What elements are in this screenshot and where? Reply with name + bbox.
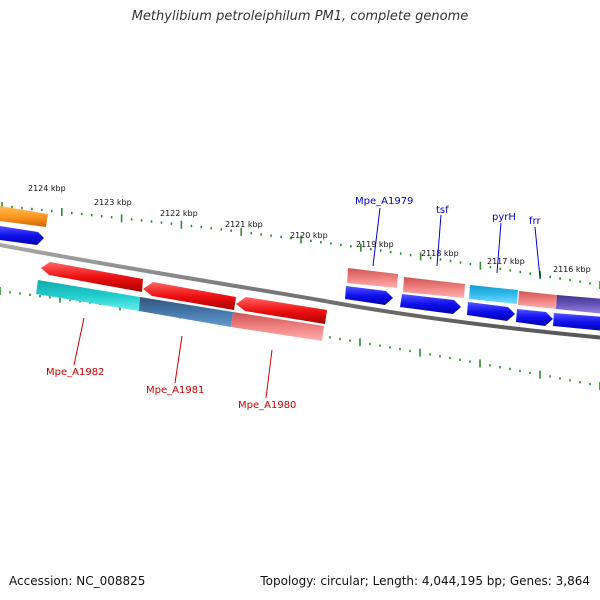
tick-label: 2124 kbp <box>28 184 66 193</box>
forward-gene-leaders <box>372 207 541 279</box>
tick-label: 2118 kbp <box>421 249 459 258</box>
cog-feature-orange[interactable] <box>0 206 48 227</box>
accession-text: Accession: NC_008825 <box>9 574 146 588</box>
tick-label: 2116 kbp <box>553 265 591 274</box>
cds-reverse-arrow[interactable] <box>41 262 143 292</box>
cds-forward-arrow[interactable] <box>0 226 44 245</box>
gene-label-reverse[interactable]: Mpe_A1982 <box>46 367 104 378</box>
cog-feature-salmon[interactable] <box>403 277 465 298</box>
cds-forward-arrow[interactable] <box>516 309 553 326</box>
cds-forward-arrow[interactable] <box>553 313 600 331</box>
gene-label-forward[interactable]: tsf <box>436 205 449 216</box>
gene-label-reverse[interactable]: Mpe_A1980 <box>238 400 296 411</box>
gene-label-forward[interactable]: frr <box>529 216 541 227</box>
tick-labels: 2124 kbp 2123 kbp 2122 kbp 2121 kbp 2120… <box>28 184 591 274</box>
gene-label-forward[interactable]: pyrH <box>492 212 516 223</box>
gene-label-forward[interactable]: Mpe_A1979 <box>355 196 413 207</box>
cds-forward-arrow[interactable] <box>400 294 461 314</box>
tick-label: 2119 kbp <box>356 240 394 249</box>
cog-feature-slateblue[interactable] <box>556 295 600 314</box>
cds-forward-arrow[interactable] <box>345 286 393 305</box>
cds-reverse-arrow[interactable] <box>236 297 327 324</box>
topology-text: Topology: circular; Length: 4,044,195 bp… <box>260 574 590 588</box>
tick-label: 2120 kbp <box>290 231 328 240</box>
cog-feature-salmon[interactable] <box>518 291 557 309</box>
forward-tick-ring <box>1 202 600 289</box>
cog-feature-salmon[interactable] <box>347 268 398 288</box>
cog-feature-skyblue[interactable] <box>469 285 518 304</box>
cds-reverse-arrow[interactable] <box>143 282 236 310</box>
cog-feature-salmon[interactable] <box>231 312 324 341</box>
cog-feature-cyan[interactable] <box>36 280 140 311</box>
genome-backbone <box>0 242 600 340</box>
tick-label: 2123 kbp <box>94 198 132 207</box>
tick-label: 2121 kbp <box>225 220 263 229</box>
genome-title: Methylibium petroleiphilum PM1, complete… <box>131 9 469 24</box>
tick-label: 2122 kbp <box>160 209 198 218</box>
tick-label: 2117 kbp <box>487 257 525 266</box>
reverse-gene-leaders <box>73 317 273 399</box>
gene-label-reverse[interactable]: Mpe_A1981 <box>146 385 204 396</box>
cds-forward-arrow[interactable] <box>467 302 515 321</box>
cog-feature-steelblue[interactable] <box>139 297 233 327</box>
